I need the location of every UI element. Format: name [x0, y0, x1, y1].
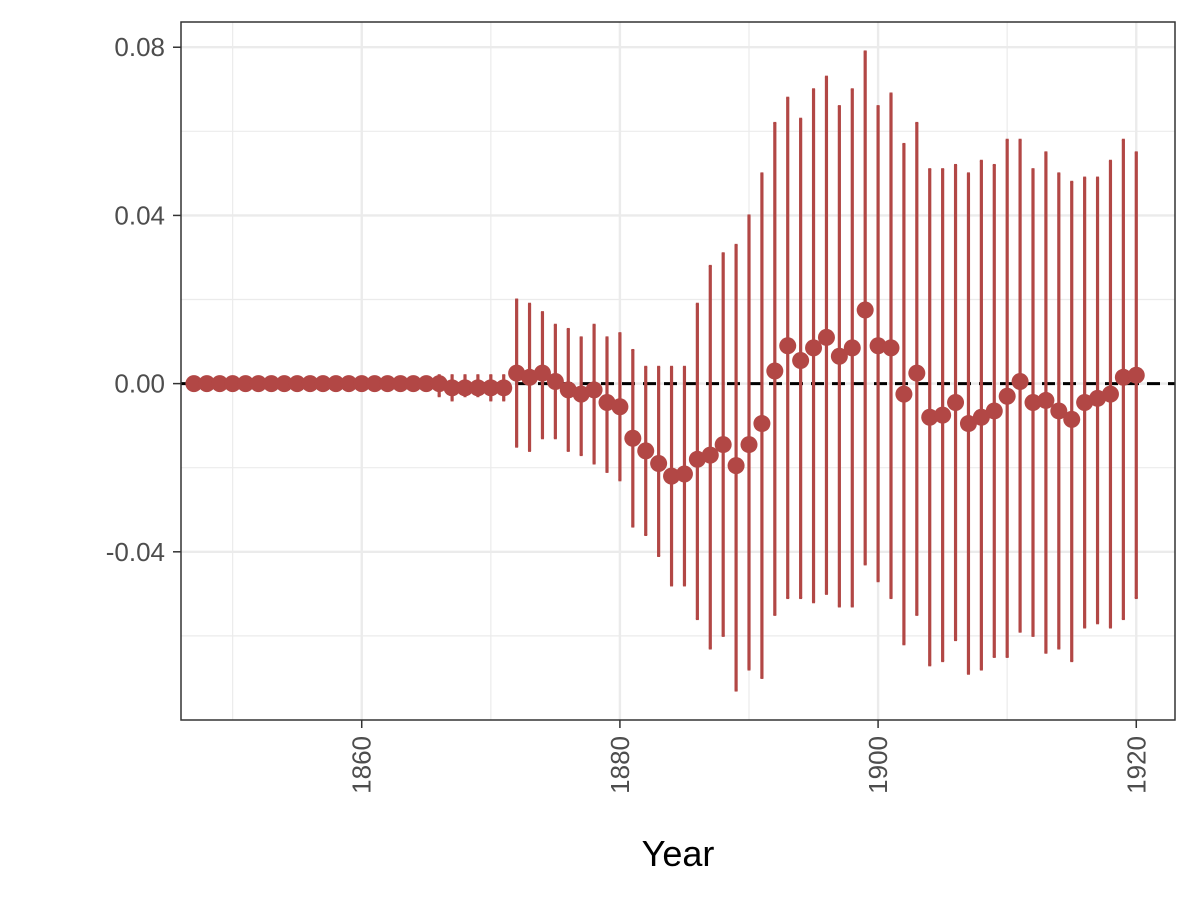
x-tick-label: 1880: [605, 736, 635, 794]
data-point: [1063, 410, 1081, 428]
data-point: [1114, 368, 1132, 386]
data-point: [327, 375, 345, 393]
data-point: [766, 362, 784, 380]
y-tick-label: 0.00: [114, 369, 165, 399]
data-point: [947, 394, 965, 412]
data-point: [404, 375, 422, 393]
y-tick-label: 0.04: [114, 200, 165, 230]
data-point: [301, 375, 319, 393]
data-point: [379, 375, 397, 393]
data-point: [1011, 373, 1029, 391]
y-tick-label: -0.04: [106, 537, 165, 567]
data-point: [275, 375, 293, 393]
data-point: [417, 375, 435, 393]
data-point: [391, 375, 409, 393]
y-tick-label: 0.08: [114, 32, 165, 62]
data-point: [830, 347, 848, 365]
data-point: [998, 387, 1016, 405]
data-point: [908, 364, 926, 382]
data-point: [546, 373, 564, 391]
data-point: [856, 301, 874, 319]
data-point: [482, 379, 500, 397]
data-point: [934, 406, 952, 424]
data-point: [1089, 389, 1107, 407]
data-point: [211, 375, 229, 393]
data-point: [224, 375, 242, 393]
data-point: [559, 381, 577, 399]
x-axis-title: Year: [642, 833, 715, 874]
data-point: [1076, 394, 1094, 412]
data-point: [921, 408, 939, 426]
data-point: [972, 408, 990, 426]
data-point: [469, 379, 487, 397]
data-point: [779, 337, 797, 355]
data-point: [533, 364, 551, 382]
data-point: [805, 339, 823, 357]
data-point: [1050, 402, 1068, 420]
data-point: [288, 375, 306, 393]
data-point: [572, 385, 590, 403]
data-point: [456, 379, 474, 397]
data-point: [650, 455, 668, 473]
data-point: [714, 436, 732, 454]
data-point: [521, 368, 539, 386]
data-point: [882, 339, 900, 357]
data-point: [1101, 385, 1119, 403]
data-point: [740, 436, 758, 454]
data-point: [688, 450, 706, 468]
data-point: [353, 375, 371, 393]
data-points: [185, 301, 1145, 485]
data-point: [817, 328, 835, 346]
data-point: [753, 415, 771, 433]
data-point: [198, 375, 216, 393]
data-point: [314, 375, 332, 393]
x-tick-label: 1920: [1121, 736, 1151, 794]
data-point: [443, 379, 461, 397]
plot-panel: [181, 22, 1175, 720]
data-point: [237, 375, 255, 393]
data-point: [843, 339, 861, 357]
data-point: [249, 375, 267, 393]
data-point: [598, 394, 616, 412]
x-axis: 1860 1880 1900 1920: [347, 720, 1151, 794]
data-point: [637, 442, 655, 460]
data-point: [727, 457, 745, 475]
y-axis: -0.04 0.00 0.04 0.08: [106, 32, 181, 567]
data-point: [959, 415, 977, 433]
data-point: [663, 467, 681, 485]
data-point: [869, 337, 887, 355]
data-point: [611, 398, 629, 416]
data-point: [366, 375, 384, 393]
x-tick-label: 1860: [347, 736, 377, 794]
data-point: [675, 465, 693, 483]
data-point: [1024, 394, 1042, 412]
data-point: [701, 446, 719, 464]
data-point: [624, 429, 642, 447]
data-point: [585, 381, 603, 399]
data-point: [792, 351, 810, 369]
data-point: [895, 385, 913, 403]
data-point: [1127, 366, 1145, 384]
plot-border: [180, 21, 1176, 721]
data-point: [1037, 391, 1055, 409]
data-point: [430, 375, 448, 393]
x-tick-label: 1900: [863, 736, 893, 794]
data-point: [340, 375, 358, 393]
data-point: [985, 402, 1003, 420]
data-point: [508, 364, 526, 382]
data-point: [262, 375, 280, 393]
data-point: [495, 379, 513, 397]
data-point: [185, 375, 203, 393]
